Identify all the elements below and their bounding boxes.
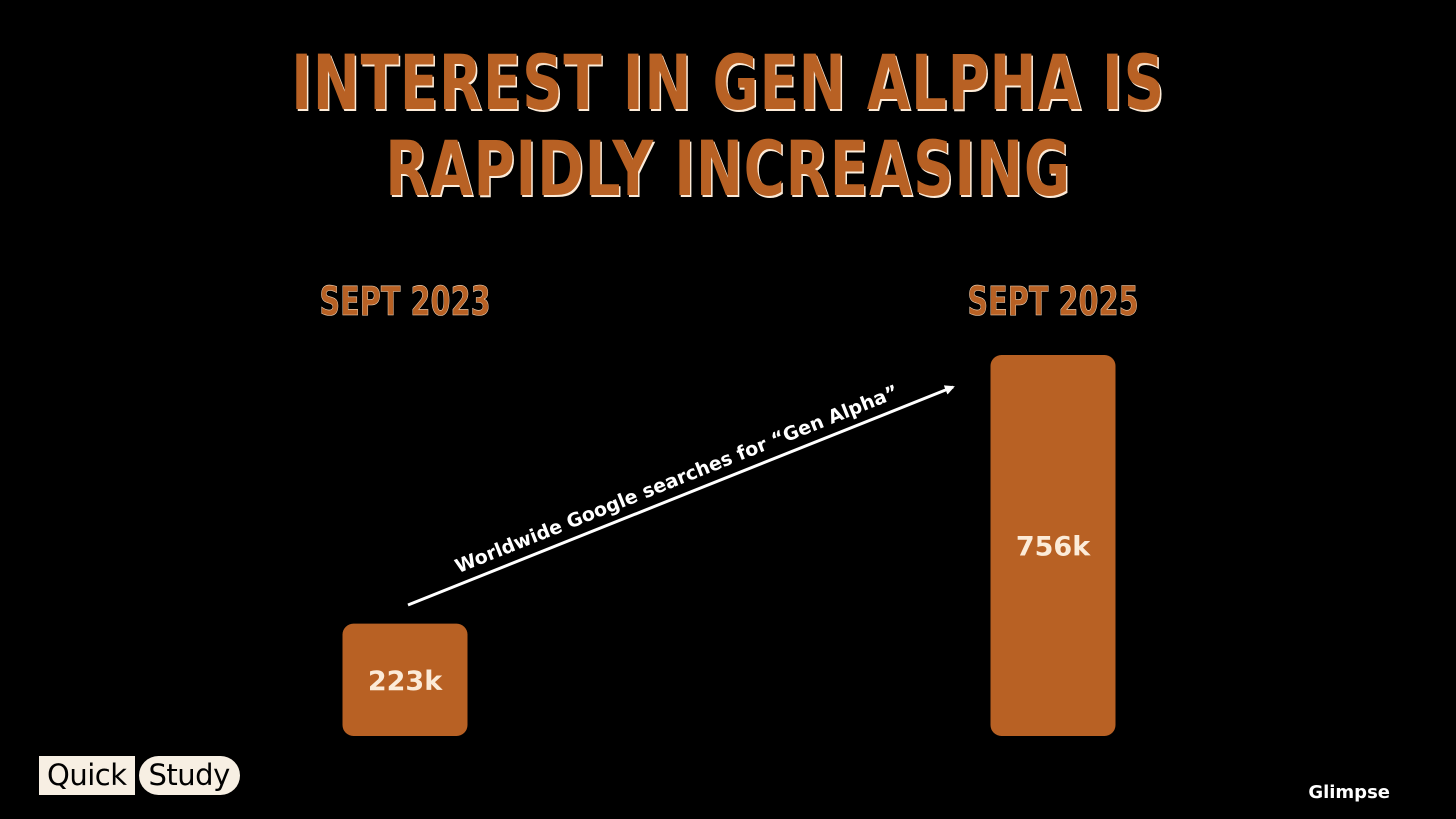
value-label-1: 223k — [368, 666, 443, 697]
value-label-2: 756k — [1016, 532, 1091, 563]
quick-study-logo: Quick Study — [39, 756, 240, 795]
bar-2 — [990, 355, 1116, 736]
brand-glimpse: Glimpse — [1308, 782, 1390, 803]
bar-1 — [342, 623, 468, 736]
category-label-2: SEPT 2025 — [967, 279, 1138, 325]
logo-quick: Quick — [39, 756, 135, 795]
logo-study: Study — [138, 756, 240, 795]
annotation-label: Worldwide Google searches for “Gen Alpha… — [452, 381, 902, 578]
title-line-2: RAPIDLY INCREASING — [385, 124, 1071, 213]
title-line-1: INTEREST IN GEN ALPHA IS — [291, 38, 1165, 127]
trend-arrow — [407, 385, 955, 607]
category-label-1: SEPT 2023 — [319, 279, 490, 325]
page-title: INTEREST IN GEN ALPHA IS RAPIDLY INCREAS… — [0, 40, 1456, 212]
